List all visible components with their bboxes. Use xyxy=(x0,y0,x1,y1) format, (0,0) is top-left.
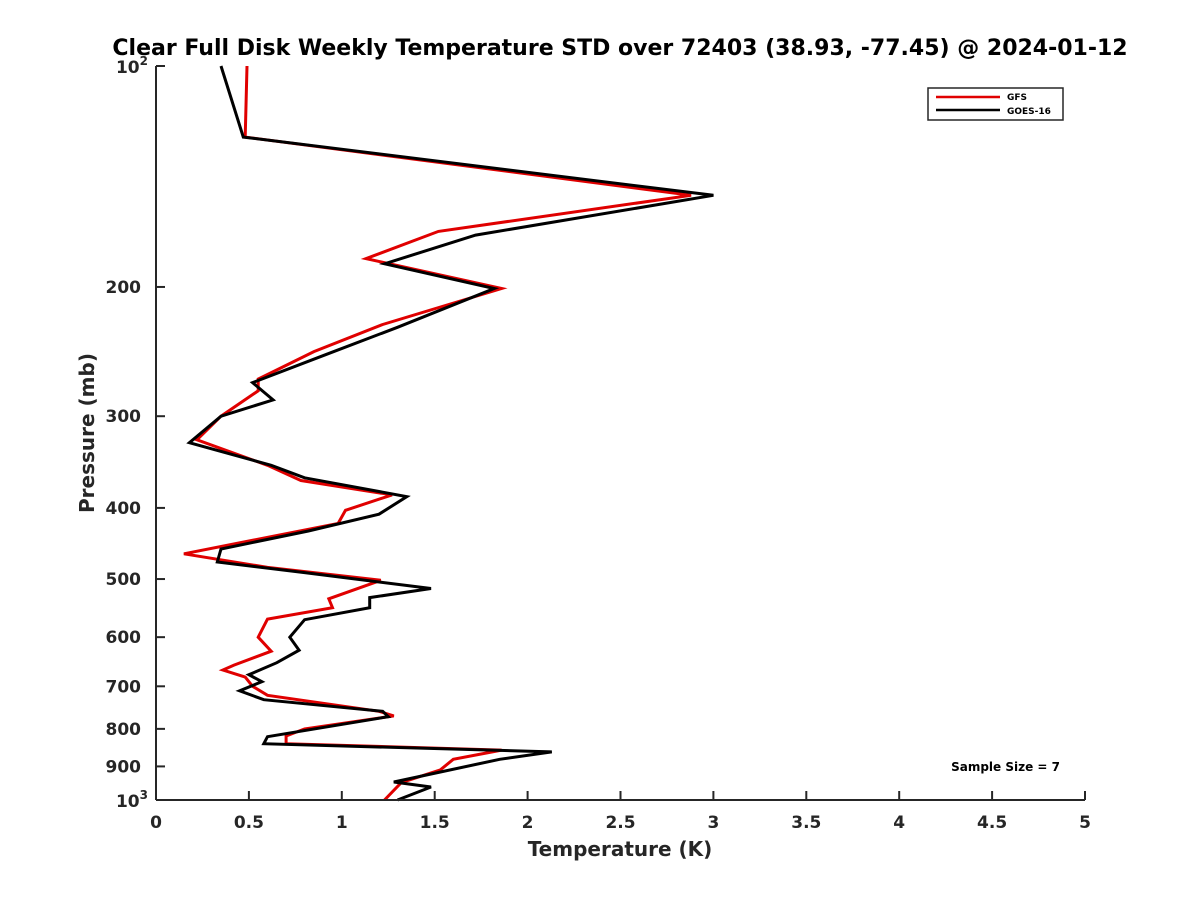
y-tick-base: 10 xyxy=(116,792,140,812)
legend: GFS GOES-16 xyxy=(927,87,1064,121)
x-tick-label: 3 xyxy=(707,813,719,833)
y-tick-exponent: 2 xyxy=(140,54,148,68)
x-tick-label: 0.5 xyxy=(234,813,264,833)
x-tick-label: 1.5 xyxy=(420,813,450,833)
x-tick-label: 2 xyxy=(522,813,534,833)
x-tick-label: 2.5 xyxy=(605,813,635,833)
x-tick-label: 5 xyxy=(1079,813,1091,833)
y-tick-label: 102 xyxy=(116,54,148,78)
y-axis-label: Pressure (mb) xyxy=(75,353,99,513)
series-line-goes16 xyxy=(186,65,714,802)
x-tick-label: 4.5 xyxy=(977,813,1007,833)
legend-label-gfs: GFS xyxy=(1007,93,1027,103)
legend-label-goes16: GOES-16 xyxy=(1007,107,1051,117)
y-tick-label: 800 xyxy=(106,720,142,740)
y-tick-label: 900 xyxy=(106,757,142,777)
legend-box xyxy=(927,87,1064,121)
y-tick-base: 10 xyxy=(116,58,140,78)
x-tick-label: 3.5 xyxy=(791,813,821,833)
y-tick-label: 200 xyxy=(106,278,142,298)
y-tick-label: 600 xyxy=(106,628,142,648)
x-tick-label: 4 xyxy=(893,813,905,833)
y-tick-exponent: 3 xyxy=(140,788,148,802)
y-tick-label: 700 xyxy=(106,677,142,697)
series-line-gfs xyxy=(183,65,692,802)
y-tick-label: 103 xyxy=(116,788,148,812)
chart-title: Clear Full Disk Weekly Temperature STD o… xyxy=(112,36,1127,61)
x-axis-label: Temperature (K) xyxy=(528,837,713,861)
y-tick-label: 400 xyxy=(106,499,142,519)
x-tick-label: 1 xyxy=(336,813,348,833)
y-tick-label: 300 xyxy=(106,407,142,427)
sample-size-annotation: Sample Size = 7 xyxy=(951,760,1060,774)
x-tick-label: 0 xyxy=(150,813,162,833)
y-tick-label: 500 xyxy=(106,570,142,590)
